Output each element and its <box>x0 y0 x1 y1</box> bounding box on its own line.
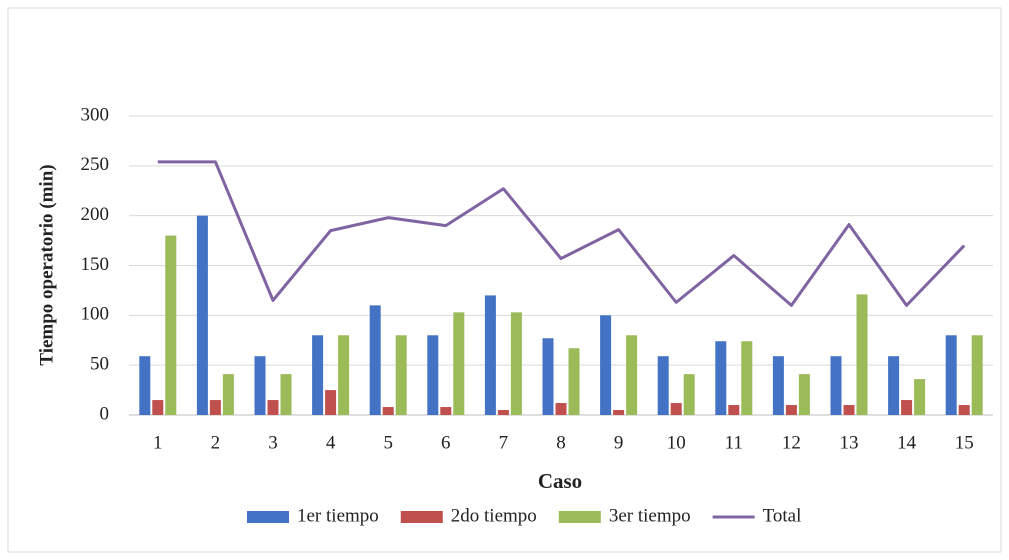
bar <box>728 405 740 415</box>
bar <box>613 410 625 415</box>
x-tick-label: 10 <box>667 432 686 453</box>
bar <box>427 335 439 415</box>
legend-label: Total <box>763 505 802 526</box>
bar <box>325 390 337 415</box>
bar <box>958 405 970 415</box>
x-tick-label: 6 <box>441 432 451 453</box>
bar <box>280 374 292 415</box>
y-tick-label: 300 <box>81 104 110 125</box>
bar <box>139 356 151 415</box>
bar <box>830 356 842 415</box>
bar <box>888 356 900 415</box>
bar <box>856 294 868 415</box>
bar <box>568 348 580 415</box>
x-tick-label: 8 <box>556 432 566 453</box>
x-tick-label: 13 <box>840 432 859 453</box>
bar <box>657 356 669 415</box>
y-tick-label: 50 <box>90 354 109 375</box>
bar <box>670 403 682 415</box>
y-tick-label: 100 <box>81 304 110 325</box>
bar <box>715 341 727 415</box>
legend-label: 3er tiempo <box>609 505 691 526</box>
bar <box>267 400 279 415</box>
bar <box>600 315 612 415</box>
x-tick-label: 15 <box>955 432 974 453</box>
bar <box>453 312 465 415</box>
bar <box>222 374 234 415</box>
bar <box>209 400 221 415</box>
y-tick-label: 150 <box>81 254 110 275</box>
bar <box>971 335 983 415</box>
x-tick-label: 3 <box>268 432 278 453</box>
legend-swatch <box>558 511 601 523</box>
y-axis-label: Tiempo operatorio (min) <box>36 164 57 365</box>
bar <box>395 335 407 415</box>
bar <box>440 407 452 415</box>
y-tick-label: 250 <box>81 154 110 175</box>
chart-frame <box>7 7 1002 553</box>
bar <box>510 312 522 415</box>
bar <box>785 405 797 415</box>
bar <box>914 379 926 415</box>
bar <box>484 295 496 415</box>
bar <box>798 374 810 415</box>
bar <box>901 400 913 415</box>
x-tick-label: 12 <box>782 432 801 453</box>
x-tick-label: 5 <box>383 432 393 453</box>
x-tick-label: 1 <box>153 432 163 453</box>
x-tick-label: 9 <box>614 432 624 453</box>
bar <box>555 403 567 415</box>
legend-swatch <box>247 511 289 523</box>
bar <box>254 356 266 415</box>
x-axis-label: Caso <box>538 469 582 493</box>
y-tick-label: 0 <box>100 403 110 424</box>
bar <box>741 341 753 415</box>
bar <box>338 335 350 415</box>
bar <box>497 410 509 415</box>
x-tick-label: 4 <box>326 432 336 453</box>
bar <box>312 335 324 415</box>
legend-label: 1er tiempo <box>297 505 379 526</box>
bar <box>626 335 638 415</box>
bar <box>165 235 177 415</box>
x-tick-label: 14 <box>897 432 917 453</box>
bar <box>772 356 784 415</box>
y-tick-label: 200 <box>81 204 110 225</box>
bar <box>945 335 957 415</box>
bar <box>843 405 855 415</box>
bar <box>369 305 381 415</box>
bar <box>683 374 695 415</box>
x-tick-label: 11 <box>725 432 743 453</box>
bar <box>196 215 208 415</box>
x-tick-label: 2 <box>211 432 221 453</box>
bar <box>382 407 394 415</box>
legend-swatch <box>400 511 443 523</box>
legend-label: 2do tiempo <box>451 505 537 526</box>
x-tick-label: 7 <box>499 432 509 453</box>
bar <box>542 338 554 415</box>
bar <box>152 400 164 415</box>
line <box>157 160 966 307</box>
